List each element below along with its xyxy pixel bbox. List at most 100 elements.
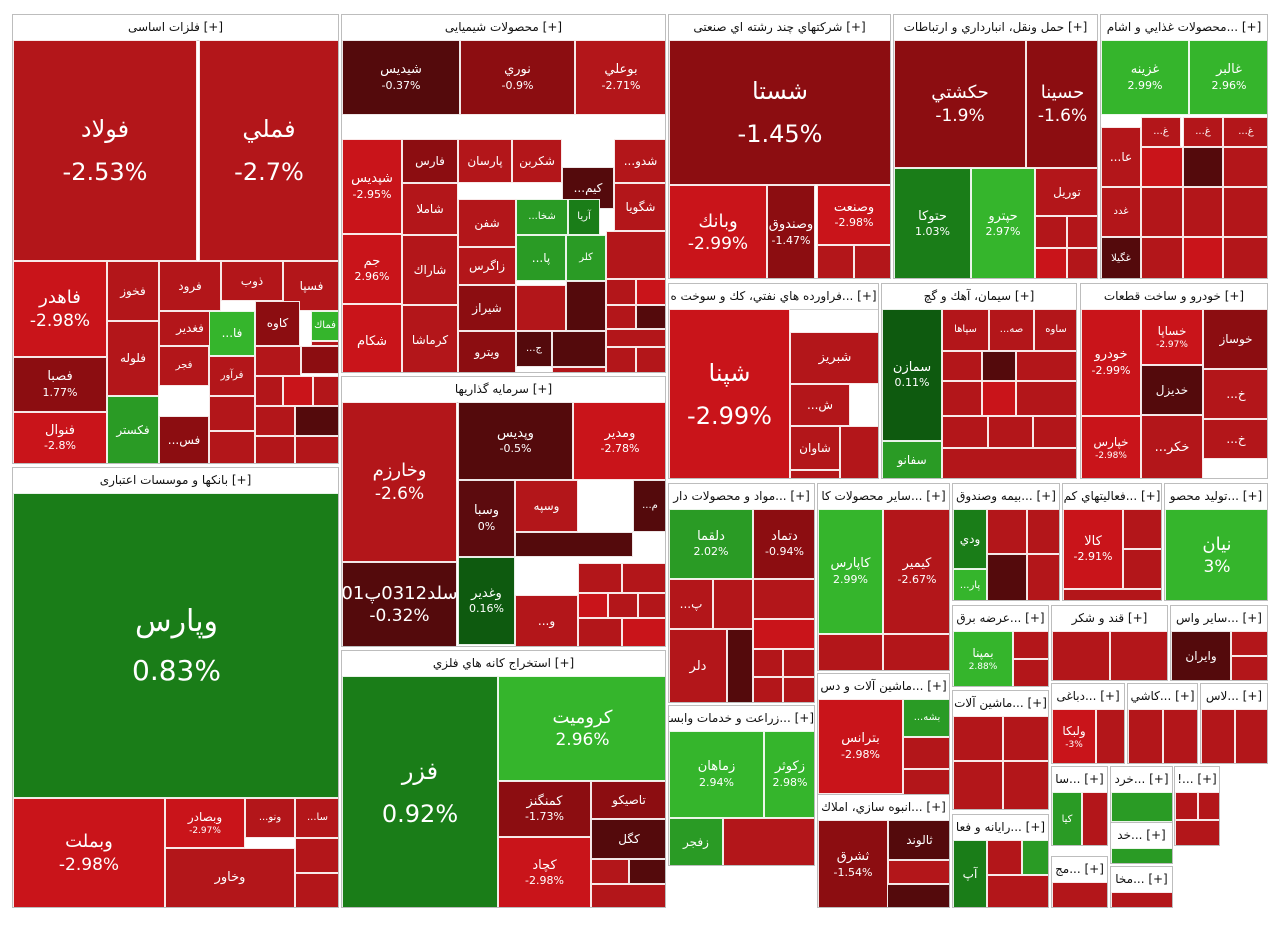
stock-tile-unlabeled[interactable] bbox=[1183, 147, 1223, 187]
stock-tile-unlabeled[interactable] bbox=[629, 859, 665, 884]
stock-tile-unlabeled[interactable] bbox=[727, 629, 753, 702]
stock-tile[interactable]: سفانو bbox=[882, 441, 942, 478]
stock-tile-unlabeled[interactable] bbox=[295, 436, 338, 463]
stock-tile-unlabeled[interactable] bbox=[552, 367, 606, 372]
stock-tile[interactable]: غدد bbox=[1101, 187, 1141, 237]
stock-tile-unlabeled[interactable] bbox=[1198, 792, 1219, 820]
stock-tile[interactable]: شيديس -0.37% bbox=[342, 40, 460, 115]
sector-25[interactable]: [+] ...كاشي bbox=[1127, 683, 1198, 764]
sector-4[interactable]: [+] استخراج كانه هاي فلزي فزر 0.92% كروميت 2… bbox=[341, 650, 666, 908]
sector-21[interactable]: [+] ...انبوه سازي، املاك ثشرق -1.54% ثالوند bbox=[817, 794, 950, 908]
stock-tile-unlabeled[interactable] bbox=[903, 737, 949, 769]
stock-tile-unlabeled[interactable] bbox=[1067, 216, 1097, 248]
stock-tile[interactable]: زكوثر 2.98% bbox=[764, 731, 814, 818]
stock-tile-unlabeled[interactable] bbox=[988, 416, 1033, 448]
stock-tile[interactable]: ذوب bbox=[221, 261, 283, 301]
stock-tile[interactable]: حكشتي -1.9% bbox=[894, 40, 1026, 168]
stock-tile[interactable]: فخوز bbox=[107, 261, 159, 321]
stock-tile[interactable]: ...سا bbox=[295, 798, 338, 838]
sector-31[interactable]: [+] ...مج bbox=[1051, 856, 1108, 908]
stock-tile-unlabeled[interactable] bbox=[301, 346, 338, 374]
stock-tile[interactable]: فكستر bbox=[107, 396, 159, 463]
stock-tile[interactable]: فاهدر -2.98% bbox=[13, 261, 107, 357]
stock-tile[interactable]: دلر bbox=[669, 629, 727, 702]
stock-tile-unlabeled[interactable] bbox=[1223, 187, 1267, 237]
sector-header[interactable]: [+] ...كاشي bbox=[1128, 684, 1197, 710]
stock-tile-unlabeled[interactable] bbox=[1163, 709, 1197, 763]
sector-header[interactable]: [+] ...دباغی bbox=[1052, 684, 1124, 710]
stock-tile[interactable]: غالبر 2.96% bbox=[1189, 40, 1267, 115]
stock-tile[interactable]: فولاد -2.53% bbox=[13, 40, 197, 261]
stock-tile[interactable]: دتماد -0.94% bbox=[753, 509, 814, 579]
sector-5[interactable]: [+] شركتهاي چند رشته اي صنعتی شستا -1.45% و… bbox=[668, 14, 891, 279]
sector-18[interactable]: [+] ...ساير واس وايران bbox=[1170, 605, 1268, 681]
stock-tile-unlabeled[interactable] bbox=[1223, 237, 1267, 278]
stock-tile-unlabeled[interactable] bbox=[552, 331, 606, 367]
stock-tile-unlabeled[interactable] bbox=[578, 593, 608, 618]
sector-10[interactable]: [+] خودرو و ساخت قطعات خودرو -2.99% خساپا -2… bbox=[1080, 283, 1268, 479]
stock-tile[interactable]: كاوه bbox=[255, 301, 300, 346]
stock-tile[interactable]: فارس bbox=[402, 139, 458, 183]
stock-tile[interactable]: وخارزم -2.6% bbox=[342, 402, 457, 562]
sector-29[interactable]: [+] ...! bbox=[1174, 766, 1220, 846]
stock-tile[interactable]: كروميت 2.96% bbox=[498, 676, 665, 781]
stock-tile-unlabeled[interactable] bbox=[295, 406, 338, 436]
stock-tile[interactable]: ...خ bbox=[1203, 369, 1267, 419]
stock-tile[interactable]: ...صه bbox=[989, 309, 1034, 351]
stock-tile-unlabeled[interactable] bbox=[606, 231, 665, 279]
sector-1[interactable]: [+] بانكها و موسسات اعتباری وپارس 0.83% وبم… bbox=[12, 467, 339, 908]
stock-tile[interactable]: فجر bbox=[159, 346, 209, 386]
stock-tile-unlabeled[interactable] bbox=[1027, 509, 1059, 554]
stock-tile[interactable]: ولبكا -3% bbox=[1052, 709, 1096, 763]
sector-header[interactable]: [+] ...ماشين آلات bbox=[953, 691, 1048, 717]
sector-32[interactable]: [+] ...مخا bbox=[1110, 866, 1173, 908]
stock-tile[interactable]: ...شخا bbox=[516, 199, 568, 235]
stock-tile-unlabeled[interactable] bbox=[1052, 631, 1110, 680]
sector-6[interactable]: [+] حمل ونقل، انبارداري و ارتباطات حكشتي -… bbox=[893, 14, 1098, 279]
stock-tile[interactable]: ومدير -2.78% bbox=[573, 402, 665, 480]
stock-tile[interactable]: كرماشا bbox=[402, 305, 458, 372]
stock-tile[interactable]: حتوكا 1.03% bbox=[894, 168, 971, 278]
stock-tile-unlabeled[interactable] bbox=[209, 431, 255, 463]
sector-header[interactable]: [+] ...رايانه و فعا bbox=[953, 815, 1048, 841]
sector-12[interactable]: [+] ...ساير محصولات كا كاپارس 2.99% كيمير -2… bbox=[817, 483, 950, 671]
stock-tile-unlabeled[interactable] bbox=[515, 532, 633, 557]
stock-tile-unlabeled[interactable] bbox=[1035, 216, 1067, 248]
stock-tile-unlabeled[interactable] bbox=[953, 716, 1003, 761]
stock-tile-unlabeled[interactable] bbox=[1175, 820, 1219, 845]
sector-27[interactable]: [+] ...سا كيا bbox=[1051, 766, 1108, 846]
stock-tile-unlabeled[interactable] bbox=[636, 347, 665, 372]
stock-tile-unlabeled[interactable] bbox=[283, 376, 313, 406]
stock-tile[interactable]: شستا -1.45% bbox=[669, 40, 890, 185]
stock-tile[interactable]: فنوال -2.8% bbox=[13, 412, 107, 463]
stock-tile-unlabeled[interactable] bbox=[255, 346, 301, 376]
stock-tile-unlabeled[interactable] bbox=[790, 470, 840, 478]
stock-tile[interactable]: ...پار bbox=[953, 569, 987, 600]
sector-header[interactable]: [+] ...انبوه سازي، املاك bbox=[818, 795, 949, 821]
stock-tile[interactable]: آپ bbox=[953, 840, 987, 907]
stock-tile-unlabeled[interactable] bbox=[1016, 381, 1076, 416]
stock-tile[interactable]: ...غ bbox=[1223, 117, 1267, 147]
sector-header[interactable]: [+] ...مج bbox=[1052, 857, 1107, 883]
stock-tile-unlabeled[interactable] bbox=[982, 381, 1016, 416]
stock-tile[interactable]: وپارس 0.83% bbox=[13, 493, 338, 798]
stock-tile-unlabeled[interactable] bbox=[606, 347, 636, 372]
stock-tile-unlabeled[interactable] bbox=[888, 860, 949, 884]
stock-tile[interactable]: ...عا bbox=[1101, 127, 1141, 187]
stock-tile[interactable]: بترانس -2.98% bbox=[818, 699, 903, 794]
stock-tile[interactable]: دلقما 2.02% bbox=[669, 509, 753, 579]
stock-tile[interactable]: فماك bbox=[311, 311, 338, 341]
stock-tile[interactable]: وصندوق -1.47% bbox=[767, 185, 815, 278]
stock-tile[interactable]: شگويا bbox=[614, 183, 665, 231]
sector-header[interactable]: [+] ...زراعت و خدمات وابسته bbox=[669, 706, 814, 732]
stock-tile-unlabeled[interactable] bbox=[817, 245, 854, 278]
stock-tile-unlabeled[interactable] bbox=[783, 649, 814, 677]
stock-tile-unlabeled[interactable] bbox=[1063, 589, 1161, 600]
stock-tile-unlabeled[interactable] bbox=[1013, 659, 1048, 686]
stock-tile-unlabeled[interactable] bbox=[942, 448, 1076, 478]
sector-header[interactable]: [+] ...مواد و محصولات دار bbox=[669, 484, 814, 510]
stock-tile-unlabeled[interactable] bbox=[622, 618, 665, 646]
stock-tile-unlabeled[interactable] bbox=[1183, 187, 1223, 237]
stock-tile-unlabeled[interactable] bbox=[255, 376, 283, 406]
stock-tile[interactable]: بوعلي -2.71% bbox=[575, 40, 665, 115]
